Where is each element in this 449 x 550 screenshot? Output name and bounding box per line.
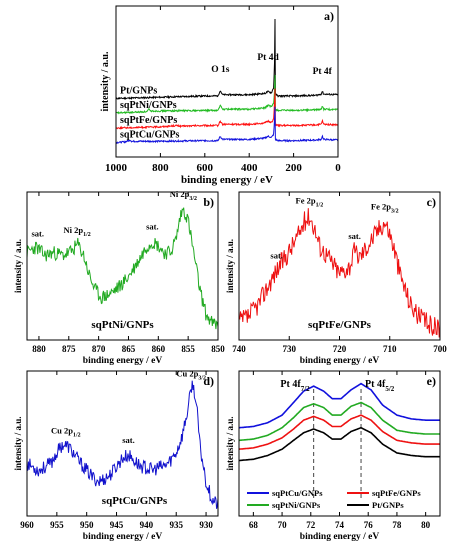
peak-label: Pt 4f5/2 (365, 379, 395, 393)
peak-label: O 1s (211, 65, 230, 75)
peak-label: sat. (348, 231, 361, 241)
x-tick-label: 200 (285, 162, 302, 174)
series-line-1 (238, 208, 441, 338)
x-tick-label: 710 (383, 344, 397, 354)
x-axis-label: binding energy / eV (83, 532, 163, 542)
x-axis-label: binding energy / eV (181, 174, 273, 186)
panel-title: sqPtFe/GNPs (308, 319, 372, 331)
peak-label: sat. (146, 221, 159, 231)
legend-label: Pt/GNPs (372, 500, 404, 510)
series-label: sqPtFe/GNPs (120, 115, 177, 126)
x-tick-label: 800 (152, 162, 169, 174)
chart-panel-2: 880 875 870 865 860 855 850 binding energy / eV… (13, 189, 225, 366)
peak-label: Pt 4f7/2 (280, 379, 310, 393)
x-tick-label: 730 (283, 344, 297, 354)
series-line-3 (239, 401, 440, 442)
x-tick-label: 68 (249, 520, 259, 530)
peak-label: Ni 2p1/2 (64, 225, 91, 238)
x-tick-label: 80 (421, 520, 431, 530)
panel-letter: e) (427, 374, 436, 388)
x-tick-label: 600 (197, 162, 214, 174)
x-tick-label: 72 (306, 520, 316, 530)
x-tick-label: 76 (364, 520, 374, 530)
x-tick-label: 940 (140, 520, 154, 530)
peak-label: Ni 2p3/2 (170, 189, 197, 202)
x-tick-label: 870 (92, 344, 106, 354)
x-tick-label: 955 (50, 520, 64, 530)
series-line-4 (239, 426, 440, 462)
plot-frame (115, 5, 339, 158)
series-line-2 (115, 74, 338, 115)
peak-label: Fe 2p3/2 (371, 202, 399, 215)
panel-title: sqPtCu/GNPs (102, 495, 168, 507)
x-tick-label: 78 (392, 520, 402, 530)
y-axis-label: intensity / a.u. (225, 416, 235, 470)
plot-frame (26, 370, 219, 517)
series-line-1 (26, 380, 219, 509)
series-line-2 (238, 414, 440, 450)
x-axis-label: binding energy / eV (300, 532, 380, 542)
x-tick-label: 855 (181, 344, 195, 354)
peak-label: sat. (122, 435, 135, 445)
series-label: sqPtNi/GNPs (120, 100, 177, 111)
panel-letter: c) (427, 195, 436, 209)
panel-letter: b) (203, 195, 214, 209)
series-label: sqPtCu/GNPs (120, 130, 180, 141)
panel-title: sqPtNi/GNPs (91, 319, 154, 331)
x-axis-label: binding energy / eV (300, 356, 380, 366)
y-axis-label: intensity / a.u. (13, 239, 23, 293)
series-line-1 (239, 382, 440, 429)
legend-label: sqPtCu/GNPs (272, 488, 323, 498)
legend-label: sqPtFe/GNPs (372, 488, 421, 498)
x-tick-label: 850 (211, 344, 225, 354)
x-tick-label: 70 (278, 520, 288, 530)
y-axis-label: intensity / a.u. (13, 416, 23, 470)
x-tick-label: 950 (80, 520, 94, 530)
x-tick-label: 720 (333, 344, 347, 354)
x-tick-label: 400 (241, 162, 258, 174)
chart-panel-3: 740 730 720 710 700 binding energy / eV intens… (225, 191, 447, 366)
y-axis-label: intensity / a.u. (225, 239, 235, 293)
chart-panel-4: 960 955 950 945 940 935 930 binding energy / eV… (13, 369, 219, 542)
peak-label: sat. (31, 229, 44, 239)
legend: sqPtCu/GNPs sqPtFe/GNPs sqPtNi/GNPs Pt/GNPs (247, 488, 421, 510)
chart-panel-5: 68 70 72 74 76 78 80 binding energy / eV intensi… (225, 370, 441, 542)
x-tick-label: 880 (32, 344, 46, 354)
series-label: Pt/GNPs (120, 85, 157, 96)
x-tick-label: 860 (152, 344, 166, 354)
panel-letter: d) (203, 374, 214, 388)
peak-label: sat. (270, 250, 283, 260)
x-tick-label: 945 (110, 520, 124, 530)
panel-letter: a) (324, 9, 334, 23)
y-axis-label: intensity / a.u. (100, 51, 111, 112)
x-tick-label: 935 (169, 520, 183, 530)
x-tick-label: 865 (122, 344, 136, 354)
series-line-4 (115, 106, 339, 145)
peak-label: Fe 2p1/2 (296, 196, 324, 209)
peak-label: Cu 2p1/2 (51, 426, 81, 439)
x-tick-label: 0 (335, 162, 341, 174)
series-line-1 (115, 18, 339, 101)
plot-frame (238, 191, 441, 341)
legend-label: sqPtNi/GNPs (272, 500, 321, 510)
x-tick-label: 1000 (105, 162, 128, 174)
x-tick-label: 74 (335, 520, 345, 530)
x-tick-label: 960 (20, 520, 34, 530)
plot-frame (26, 191, 219, 341)
x-tick-label: 740 (232, 344, 246, 354)
x-axis-label: binding energy / eV (83, 356, 163, 366)
chart-panel-1: 1000 800 600 400 200 0 binding energy / eV inte… (100, 5, 341, 186)
x-tick-label: 700 (433, 344, 447, 354)
series-line-1 (26, 207, 219, 330)
peak-label: Pt 4d (257, 53, 279, 63)
peak-label: Cu 2p3/2 (176, 369, 206, 382)
x-tick-label: 930 (199, 520, 213, 530)
x-tick-label: 875 (62, 344, 76, 354)
peak-label: Pt 4f (313, 67, 333, 77)
series-line-3 (115, 88, 339, 131)
